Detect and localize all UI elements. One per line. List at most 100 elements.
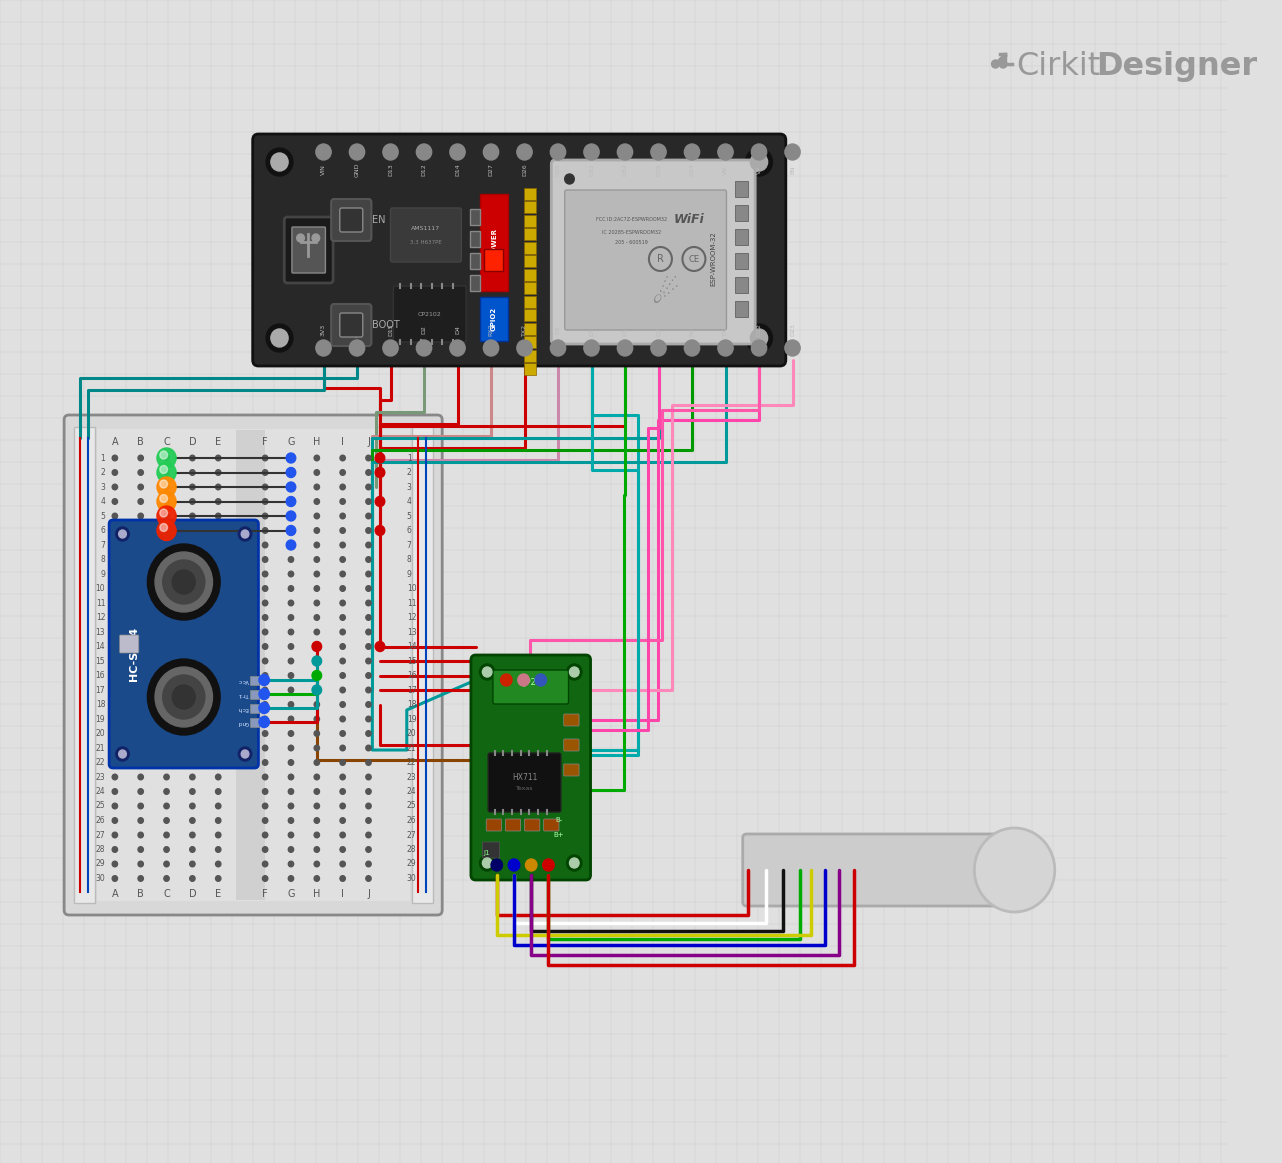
Text: B-: B- xyxy=(555,816,563,823)
Circle shape xyxy=(340,775,345,780)
Circle shape xyxy=(215,847,221,852)
Circle shape xyxy=(288,847,294,852)
FancyBboxPatch shape xyxy=(735,254,749,269)
Circle shape xyxy=(365,861,372,866)
Circle shape xyxy=(215,629,221,635)
Circle shape xyxy=(314,833,319,837)
Text: 8: 8 xyxy=(406,555,412,564)
Text: 13: 13 xyxy=(96,628,105,636)
Text: 18: 18 xyxy=(406,700,417,709)
Circle shape xyxy=(314,701,319,707)
Circle shape xyxy=(215,615,221,620)
Circle shape xyxy=(365,847,372,852)
Circle shape xyxy=(215,818,221,823)
Circle shape xyxy=(365,687,372,693)
Circle shape xyxy=(190,775,195,780)
Circle shape xyxy=(286,511,296,521)
FancyBboxPatch shape xyxy=(524,350,536,362)
Text: D21: D21 xyxy=(656,323,662,336)
Circle shape xyxy=(263,847,268,852)
Circle shape xyxy=(164,804,169,808)
Circle shape xyxy=(618,144,633,160)
Text: A: A xyxy=(112,437,118,447)
Circle shape xyxy=(215,789,221,794)
Circle shape xyxy=(999,60,1006,67)
Circle shape xyxy=(583,340,599,356)
Text: 5: 5 xyxy=(406,512,412,521)
FancyBboxPatch shape xyxy=(544,819,559,832)
Circle shape xyxy=(113,542,118,548)
Text: D26: D26 xyxy=(522,164,527,177)
FancyBboxPatch shape xyxy=(735,229,749,245)
FancyBboxPatch shape xyxy=(735,301,749,317)
Circle shape xyxy=(288,499,294,505)
Circle shape xyxy=(450,340,465,356)
Text: 6: 6 xyxy=(100,526,105,535)
Circle shape xyxy=(450,144,465,160)
Circle shape xyxy=(138,586,144,591)
Circle shape xyxy=(263,716,268,722)
Text: 22: 22 xyxy=(96,758,105,768)
FancyBboxPatch shape xyxy=(486,819,501,832)
Text: B: B xyxy=(137,889,144,899)
Text: JP2: JP2 xyxy=(524,678,537,686)
Circle shape xyxy=(160,523,168,531)
Circle shape xyxy=(314,557,319,562)
Circle shape xyxy=(215,455,221,461)
Circle shape xyxy=(350,144,364,160)
Text: E: E xyxy=(215,889,222,899)
Circle shape xyxy=(340,586,345,591)
Text: 25: 25 xyxy=(406,801,417,811)
Circle shape xyxy=(288,513,294,519)
FancyBboxPatch shape xyxy=(285,217,333,283)
Circle shape xyxy=(340,455,345,461)
Text: 30: 30 xyxy=(96,875,105,883)
Text: HC-SR04: HC-SR04 xyxy=(129,627,138,682)
Circle shape xyxy=(288,759,294,765)
Circle shape xyxy=(215,557,221,562)
Circle shape xyxy=(115,747,129,761)
Circle shape xyxy=(263,571,268,577)
Circle shape xyxy=(314,455,319,461)
Text: VP: VP xyxy=(756,166,762,174)
Circle shape xyxy=(190,499,195,505)
Circle shape xyxy=(340,571,345,577)
Text: 14: 14 xyxy=(406,642,417,651)
Circle shape xyxy=(156,463,176,483)
Circle shape xyxy=(215,745,221,751)
Circle shape xyxy=(482,858,492,868)
Circle shape xyxy=(215,701,221,707)
Circle shape xyxy=(517,340,532,356)
Circle shape xyxy=(113,672,118,678)
Circle shape xyxy=(314,484,319,490)
Circle shape xyxy=(113,730,118,736)
Text: 29: 29 xyxy=(96,859,105,869)
FancyBboxPatch shape xyxy=(479,297,508,341)
Circle shape xyxy=(263,672,268,678)
FancyBboxPatch shape xyxy=(524,187,536,200)
Circle shape xyxy=(241,750,249,758)
Text: 23: 23 xyxy=(96,772,105,782)
Text: D19: D19 xyxy=(623,323,627,336)
Text: TX2: TX2 xyxy=(522,324,527,336)
Text: BOOT: BOOT xyxy=(372,320,400,330)
Circle shape xyxy=(286,540,296,550)
Text: 17: 17 xyxy=(96,685,105,694)
Circle shape xyxy=(288,672,294,678)
Text: 21: 21 xyxy=(406,743,417,752)
FancyBboxPatch shape xyxy=(492,670,568,704)
Circle shape xyxy=(164,499,169,505)
Text: RX2: RX2 xyxy=(488,323,494,336)
Circle shape xyxy=(296,234,304,242)
Circle shape xyxy=(314,759,319,765)
Circle shape xyxy=(263,658,268,664)
Circle shape xyxy=(138,745,144,751)
Circle shape xyxy=(164,484,169,490)
Circle shape xyxy=(567,855,582,871)
Circle shape xyxy=(164,775,169,780)
Text: 21: 21 xyxy=(96,743,105,752)
Circle shape xyxy=(138,643,144,649)
Circle shape xyxy=(267,324,292,352)
Circle shape xyxy=(263,455,268,461)
Circle shape xyxy=(138,861,144,866)
